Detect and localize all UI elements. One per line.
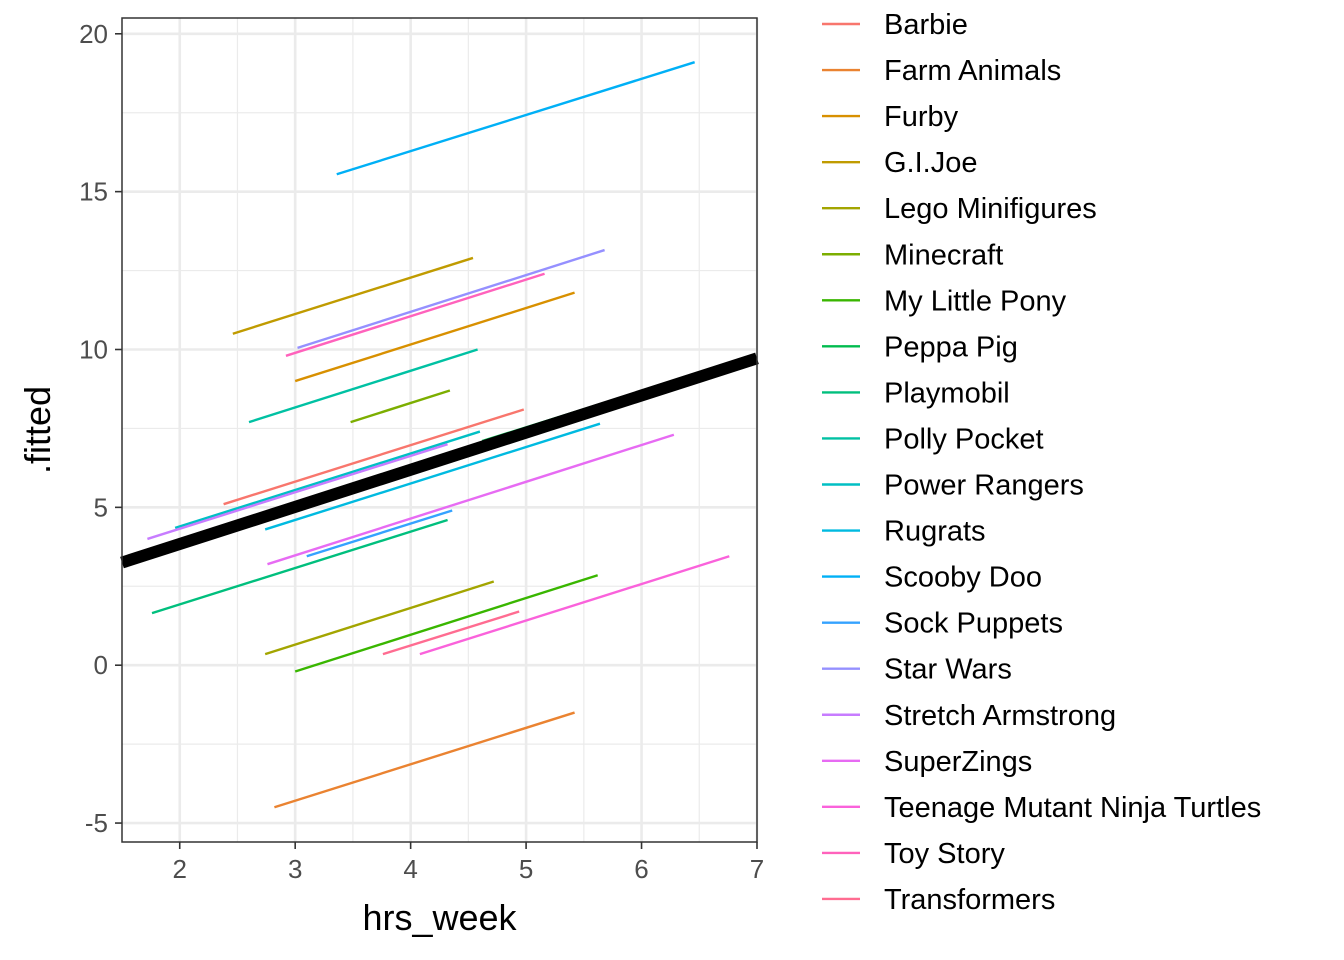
- overall-fit: [120, 352, 759, 569]
- legend-label: Rugrats: [884, 516, 986, 548]
- legend-item-polly-pocket: Polly Pocket: [822, 423, 1044, 455]
- x-tick-label: 4: [403, 854, 417, 884]
- legend-item-farm-animals: Farm Animals: [822, 55, 1061, 87]
- series-line-toy-story: [285, 272, 545, 357]
- series-lines: [147, 61, 730, 809]
- legend-item-furby: Furby: [822, 101, 959, 133]
- y-tick-label: 5: [94, 492, 108, 522]
- legend-item-g-i-joe: G.I.Joe: [822, 147, 978, 179]
- legend-item-power-rangers: Power Rangers: [822, 470, 1084, 502]
- panel-border: [121, 17, 758, 843]
- legend-label: Teenage Mutant Ninja Turtles: [884, 792, 1261, 824]
- legend-item-teenage-mutant-ninja-turtles: Teenage Mutant Ninja Turtles: [822, 792, 1261, 824]
- series-line-minecraft: [350, 389, 451, 424]
- y-axis-title: .fitted: [17, 386, 58, 474]
- legend-item-toy-story: Toy Story: [822, 838, 1005, 870]
- legend-label: Transformers: [884, 884, 1055, 916]
- legend-item-my-little-pony: My Little Pony: [822, 285, 1067, 317]
- legend-label: Furby: [884, 101, 959, 133]
- legend-label: Barbie: [884, 9, 968, 41]
- legend-label: SuperZings: [884, 746, 1032, 778]
- series-line-sock-puppets: [306, 509, 453, 558]
- y-tick-label: 20: [79, 19, 108, 49]
- legend-item-superzings: SuperZings: [822, 746, 1032, 778]
- series-line-barbie: [223, 408, 525, 506]
- series-line-furby: [294, 291, 575, 383]
- legend-item-lego-minifigures: Lego Minifigures: [822, 193, 1097, 225]
- x-tick-label: 2: [172, 854, 186, 884]
- series-line-stretch-armstrong: [147, 443, 448, 541]
- x-tick-label: 5: [519, 854, 533, 884]
- series-line-teenage-mutant-ninja-turtles: [419, 555, 730, 656]
- legend-label: Farm Animals: [884, 55, 1061, 87]
- legend-item-rugrats: Rugrats: [822, 516, 986, 548]
- series-line-power-rangers: [174, 430, 481, 530]
- series-line-playmobil: [151, 518, 448, 615]
- series-line-lego-minifigures: [264, 580, 495, 656]
- legend-label: Lego Minifigures: [884, 193, 1097, 225]
- legend-label: My Little Pony: [884, 285, 1067, 317]
- legend-item-sock-puppets: Sock Puppets: [822, 608, 1063, 640]
- x-tick-label: 6: [634, 854, 648, 884]
- overall-fit-line: [120, 352, 759, 569]
- x-tick-label: 7: [750, 854, 764, 884]
- legend-item-stretch-armstrong: Stretch Armstrong: [822, 700, 1116, 732]
- legend-label: Scooby Doo: [884, 562, 1042, 594]
- series-line-polly-pocket: [248, 348, 478, 424]
- series-line-g-i-joe: [232, 256, 474, 335]
- legend-item-star-wars: Star Wars: [822, 654, 1012, 686]
- x-axis-title: hrs_week: [362, 897, 517, 938]
- legend-item-peppa-pig: Peppa Pig: [822, 331, 1018, 363]
- y-tick-label: 15: [79, 177, 108, 207]
- legend-label: Sock Puppets: [884, 608, 1063, 640]
- y-tick-label: -5: [85, 808, 108, 838]
- legend-item-playmobil: Playmobil: [822, 377, 1010, 409]
- legend-label: Power Rangers: [884, 470, 1084, 502]
- series-line-scooby-doo: [336, 61, 696, 176]
- legend: Barbie Farm Animals Furby G.I.Joe Lego Minif…: [822, 9, 1261, 916]
- legend-label: Playmobil: [884, 377, 1010, 409]
- legend-item-minecraft: Minecraft: [822, 239, 1003, 271]
- legend-label: Stretch Armstrong: [884, 700, 1116, 732]
- legend-label: Minecraft: [884, 239, 1003, 271]
- series-line-farm-animals: [274, 711, 575, 809]
- series-line-star-wars: [297, 248, 605, 350]
- y-tick-label: 0: [94, 650, 108, 680]
- legend-label: Peppa Pig: [884, 331, 1018, 363]
- legend-label: Toy Story: [884, 838, 1005, 870]
- legend-label: G.I.Joe: [884, 147, 978, 179]
- series-line-transformers: [382, 610, 520, 656]
- legend-label: Star Wars: [884, 654, 1012, 686]
- series-line-my-little-pony: [294, 574, 599, 673]
- legend-item-transformers: Transformers: [822, 884, 1055, 916]
- axes: 2 3 4 5 6 7 -5 0 5 10 15 20: [79, 19, 764, 884]
- y-tick-label: 10: [79, 334, 108, 364]
- x-tick-label: 3: [288, 854, 302, 884]
- legend-item-scooby-doo: Scooby Doo: [822, 562, 1042, 594]
- series-line-superzings: [267, 433, 675, 566]
- legend-label: Polly Pocket: [884, 423, 1044, 455]
- legend-item-barbie: Barbie: [822, 9, 968, 41]
- series-line-rugrats: [264, 422, 601, 531]
